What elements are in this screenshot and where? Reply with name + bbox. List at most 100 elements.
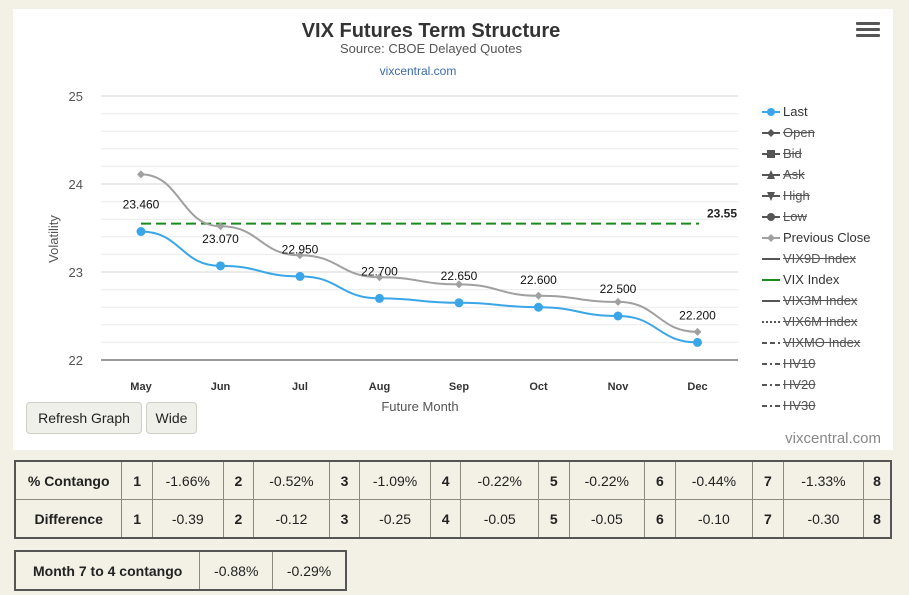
contango-table: % Contango 1 -1.66% 2 -0.52% 3 -1.09% 4 -0.22% 5-… bbox=[14, 460, 892, 539]
legend-label: Open bbox=[783, 125, 815, 140]
legend-item-vix9d-index[interactable]: VIX9D Index bbox=[761, 249, 891, 270]
y-tick-label: 25 bbox=[69, 89, 83, 104]
y-tick-label: 23 bbox=[69, 265, 83, 280]
label-layer: 23.55 23.460 23.070 22.950 22.700 22.650 22.60… bbox=[123, 198, 738, 323]
contango-row: % Contango 1 -1.66% 2 -0.52% 3 -1.09% 4 -0.22% 5-… bbox=[14, 460, 892, 500]
legend-label: Last bbox=[783, 104, 808, 119]
month-index-cell: 8 bbox=[863, 460, 892, 500]
month-contango-label: Month 7 to 4 contango bbox=[14, 550, 201, 591]
series-line-last bbox=[140, 230, 698, 344]
legend-label: VIXMO Index bbox=[783, 335, 861, 350]
chart-subtitle: Source: CBOE Delayed Quotes bbox=[340, 41, 523, 56]
menu-bar-top bbox=[856, 22, 880, 25]
legend-label: HV10 bbox=[783, 356, 816, 371]
last-point[interactable] bbox=[136, 227, 146, 237]
refresh-graph-button[interactable]: Refresh Graph bbox=[26, 402, 142, 434]
chart-panel: VIX Futures Term Structure Source: CBOE … bbox=[13, 9, 893, 450]
legend-label: Ask bbox=[783, 167, 805, 182]
chart-link[interactable]: vixcentral.com bbox=[380, 64, 457, 78]
x-tick-label: Nov bbox=[608, 381, 630, 393]
previous-close-point[interactable] bbox=[614, 297, 622, 306]
last-point[interactable] bbox=[534, 302, 543, 312]
data-label: 22.700 bbox=[361, 264, 398, 278]
difference-row: Difference 1 -0.39 2 -0.12 3 -0.25 4 -0.05 5 -0.05… bbox=[14, 499, 892, 539]
previous-close-point[interactable] bbox=[693, 327, 702, 336]
legend-item-bid[interactable]: Bid bbox=[761, 144, 891, 165]
legend-symbol-icon bbox=[762, 170, 780, 179]
legend-symbol-icon bbox=[762, 405, 780, 407]
legend-label: HV30 bbox=[783, 398, 816, 413]
legend-label: VIX9D Index bbox=[783, 251, 856, 266]
last-point[interactable] bbox=[216, 261, 225, 271]
last-point[interactable] bbox=[375, 293, 384, 303]
x-axis-title: Future Month bbox=[381, 399, 458, 414]
value-cell: -0.39 bbox=[152, 499, 224, 539]
x-tick-label: Aug bbox=[369, 381, 390, 393]
data-label: 22.950 bbox=[282, 242, 319, 256]
legend-item-high[interactable]: High bbox=[761, 186, 891, 207]
value-cell: -0.12 bbox=[253, 499, 330, 539]
value-cell: -0.30 bbox=[782, 499, 865, 539]
legend-item-hv10[interactable]: HV10 bbox=[761, 354, 891, 375]
month-index-cell: 5 bbox=[537, 499, 570, 539]
last-point[interactable] bbox=[454, 298, 464, 308]
legend-symbol-icon bbox=[762, 192, 780, 201]
legend-item-previous-close[interactable]: Previous Close bbox=[761, 228, 891, 249]
previous-close-point[interactable] bbox=[455, 280, 463, 289]
legend-item-vix6m-index[interactable]: VIX6M Index bbox=[761, 312, 891, 333]
legend-symbol-icon bbox=[762, 384, 780, 386]
legend-item-ask[interactable]: Ask bbox=[761, 165, 891, 186]
value-cell: -0.44% bbox=[674, 460, 754, 500]
x-tick-label: May bbox=[130, 381, 152, 393]
credit-text[interactable]: vixcentral.com bbox=[785, 430, 881, 447]
previous-close-point[interactable] bbox=[137, 170, 145, 179]
legend-item-hv20[interactable]: HV20 bbox=[761, 375, 891, 396]
month-contango-table: Month 7 to 4 contango -0.88% -0.29% bbox=[14, 550, 347, 591]
x-tick-label: Dec bbox=[687, 381, 707, 393]
month-index-cell: 2 bbox=[222, 460, 255, 500]
month-index-cell: 8 bbox=[863, 499, 892, 539]
series-line-previous-close bbox=[140, 173, 698, 333]
last-point[interactable] bbox=[295, 271, 305, 281]
legend-symbol-icon bbox=[762, 363, 780, 365]
x-tick-label: Jun bbox=[211, 381, 231, 393]
data-label: 22.650 bbox=[441, 269, 478, 283]
legend-item-hv30[interactable]: HV30 bbox=[761, 396, 891, 417]
legend-item-last[interactable]: Last bbox=[761, 102, 891, 123]
legend-symbol-icon bbox=[762, 342, 780, 344]
month-index-cell: 7 bbox=[752, 460, 784, 500]
value-cell: -1.33% bbox=[782, 460, 865, 500]
last-point[interactable] bbox=[613, 311, 623, 321]
previous-close-point[interactable] bbox=[534, 291, 543, 300]
legend-item-low[interactable]: Low bbox=[761, 207, 891, 228]
x-tick-label: Sep bbox=[449, 381, 469, 393]
last-point[interactable] bbox=[693, 337, 702, 347]
wide-button[interactable]: Wide bbox=[146, 402, 197, 434]
month-index-cell: 4 bbox=[429, 499, 462, 539]
month-index-cell: 5 bbox=[537, 460, 570, 500]
data-label: 22.200 bbox=[679, 308, 716, 322]
month-contango-value-2: -0.29% bbox=[272, 550, 347, 591]
previous-close-point[interactable] bbox=[216, 222, 225, 231]
previous-close-point[interactable] bbox=[296, 251, 304, 260]
legend-symbol-icon bbox=[762, 108, 780, 116]
chart-legend: Last Open Bid Ask High Low Previous Close VIX9D… bbox=[761, 102, 891, 417]
legend-item-vix3m-index[interactable]: VIX3M Index bbox=[761, 291, 891, 312]
value-cell: -0.05 bbox=[460, 499, 539, 539]
value-cell: -0.52% bbox=[253, 460, 330, 500]
legend-label: High bbox=[783, 188, 810, 203]
month-index-cell: 2 bbox=[222, 499, 255, 539]
legend-item-vixmo-index[interactable]: VIXMO Index bbox=[761, 333, 891, 354]
legend-label: Low bbox=[783, 209, 807, 224]
chart-title: VIX Futures Term Structure bbox=[302, 20, 561, 42]
legend-label: VIX6M Index bbox=[783, 314, 858, 329]
legend-item-vix-index[interactable]: VIX Index bbox=[761, 270, 891, 291]
hamburger-menu-icon[interactable] bbox=[856, 20, 880, 40]
value-cell: -0.22% bbox=[568, 460, 646, 500]
value-cell: -0.25 bbox=[359, 499, 431, 539]
legend-item-open[interactable]: Open bbox=[761, 123, 891, 144]
legend-symbol-icon bbox=[762, 150, 780, 158]
data-label: 23.460 bbox=[123, 198, 160, 212]
previous-close-point[interactable] bbox=[375, 273, 384, 282]
month-index-cell: 1 bbox=[121, 499, 153, 539]
